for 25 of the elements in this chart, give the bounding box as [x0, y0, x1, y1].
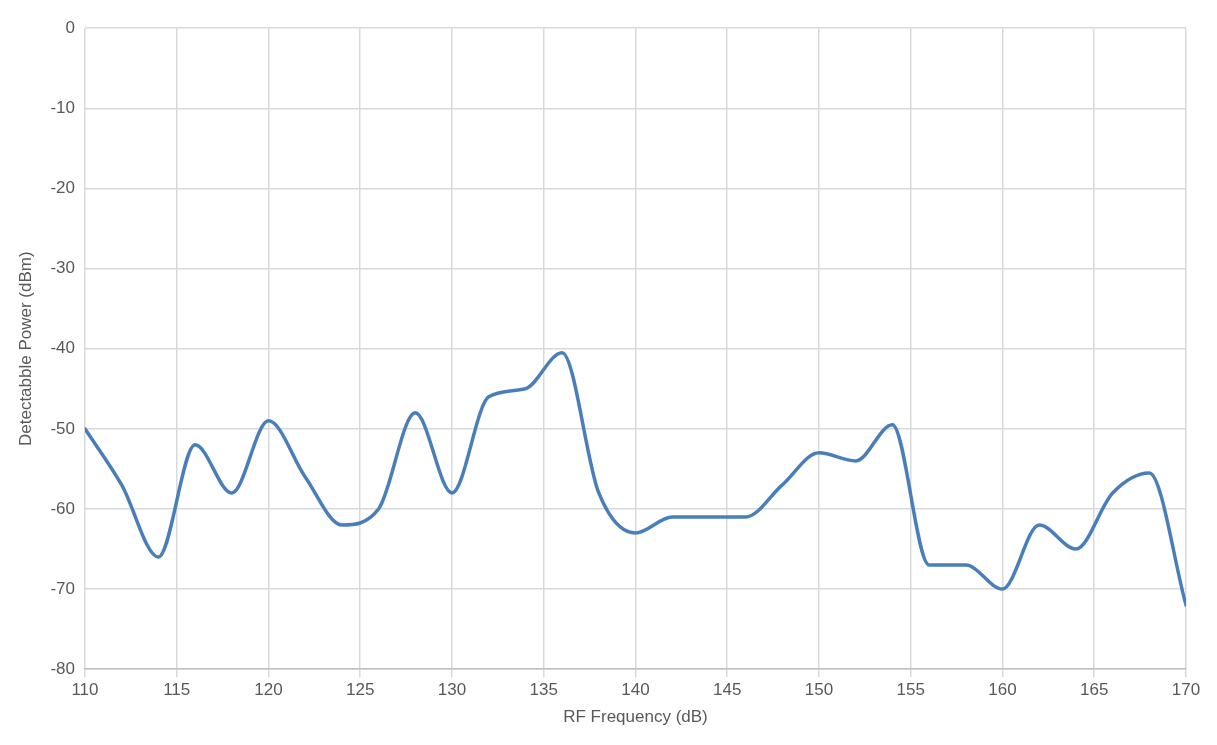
x-tick-label: 140: [621, 680, 650, 700]
x-tick-label: 115: [163, 680, 191, 700]
x-tick-label: 125: [346, 680, 375, 700]
x-tick-label: 160: [988, 680, 1017, 700]
y-tick-label: 0: [65, 17, 75, 37]
x-tick-label: 135: [529, 680, 558, 700]
y-tick-label: -30: [50, 258, 75, 278]
x-tick-label: 165: [1080, 680, 1109, 700]
x-tick-label: 120: [254, 680, 283, 700]
x-axis-title: RF Frequency (dB): [563, 707, 708, 727]
y-tick-label: -10: [50, 98, 75, 118]
y-tick-label: -60: [50, 498, 75, 518]
x-tick-label: 155: [896, 680, 925, 700]
line-series: [84, 350, 1186, 607]
x-tick-label: 110: [71, 680, 99, 700]
y-tick-label: -80: [50, 658, 75, 678]
x-tick-label: 150: [804, 680, 834, 700]
x-tick-label: 145: [713, 680, 742, 700]
y-tick-label: -40: [50, 338, 75, 358]
y-tick-label: -50: [50, 418, 75, 438]
x-tick-label: 170: [1171, 680, 1201, 700]
y-tick-label: -70: [50, 578, 75, 598]
x-tick-label: 130: [437, 680, 467, 700]
y-tick-label: -20: [50, 178, 75, 198]
y-axis-title: Detectabble Power (dBm): [15, 251, 35, 447]
